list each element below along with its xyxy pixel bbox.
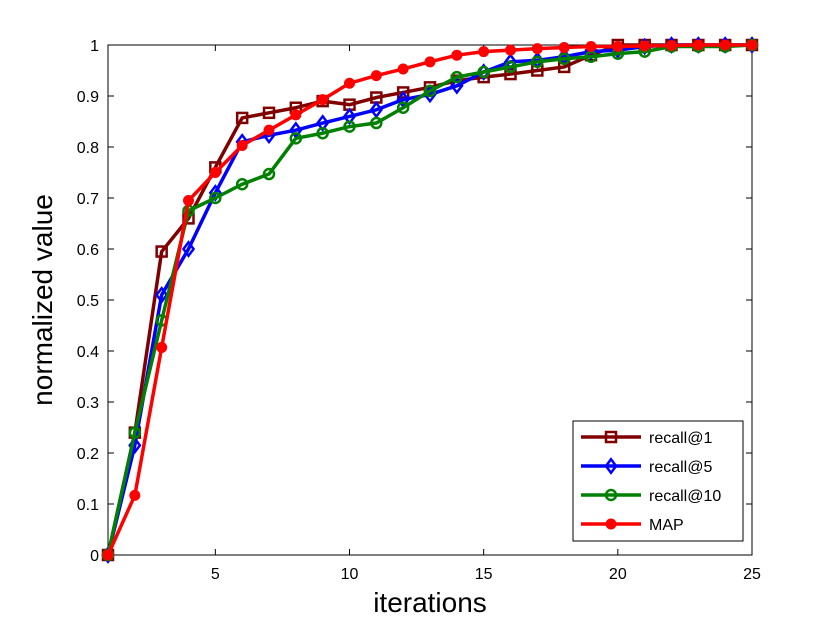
legend-label: MAP [649,517,684,534]
x-tick-label: 15 [475,566,493,583]
y-tick-label: 1 [90,38,99,55]
legend-item: MAP [581,517,684,534]
data-point [290,109,302,121]
data-point [450,70,464,84]
y-tick-label: 0.3 [77,395,99,412]
data-point [477,65,490,79]
data-point [235,111,249,125]
data-point [531,43,543,55]
y-axis-title: normalized value [27,194,58,406]
x-tick-label: 20 [609,566,627,583]
y-tick-label: 0 [90,548,99,565]
y-tick-label: 0.9 [77,89,99,106]
data-point [424,56,436,68]
data-point [262,167,276,181]
data-point [692,39,704,51]
data-point [370,70,382,82]
x-tick-label: 25 [743,566,761,583]
series-layer [101,36,759,564]
data-point [557,52,571,66]
data-point [183,195,194,207]
x-axis-title: iterations [373,587,487,618]
data-point [316,126,329,140]
data-point [209,191,222,205]
x-tick-label: 5 [211,566,220,583]
data-point [262,106,276,120]
legend-box [572,420,744,542]
data-point [370,116,383,130]
y-tick-label: 0.7 [77,191,99,208]
y-tick-label: 0.1 [77,497,99,514]
legend: recall@1 recall@5 recall@10 MAP [572,420,744,542]
data-point [129,489,141,501]
data-point [155,286,169,304]
data-point [209,167,221,178]
data-point [585,41,597,53]
data-point [605,518,617,530]
data-point [128,426,142,439]
data-point [505,44,516,56]
data-point [102,549,114,561]
y-tick-label: 0.2 [77,446,99,463]
data-point [451,49,463,61]
axis-ticks: 5 10 15 20 25 0 0.1 0.2 0.3 0.4 0.5 0.6 0.7 0.8 0.9 1 [77,38,761,583]
legend-label: recall@5 [649,459,712,476]
data-point [612,41,624,53]
data-point [289,132,303,145]
data-point [344,77,355,89]
y-tick-label: 0.5 [77,293,99,310]
data-point [343,120,356,133]
data-point [396,101,410,114]
data-point [746,39,758,51]
data-point [369,100,383,119]
data-point [263,124,275,136]
data-point [719,39,731,51]
series-map [102,39,758,561]
legend-label: recall@10 [649,488,721,505]
data-point [397,63,409,75]
data-point [450,76,464,95]
data-point [316,114,330,132]
legend-item: recall@10 [581,488,721,505]
data-point [666,40,677,52]
data-point [558,42,570,54]
data-point [423,84,437,98]
legend-item: recall@1 [581,430,712,447]
data-point [604,430,618,444]
data-point [156,341,168,353]
data-point [604,457,618,475]
data-point [235,177,249,191]
y-tick-label: 0.8 [77,140,99,157]
y-tick-label: 0.4 [77,344,99,361]
data-point [342,107,357,126]
data-point [396,86,410,99]
data-point [181,240,196,258]
legend-label: recall@1 [649,430,712,447]
data-point [531,55,544,69]
data-point [236,139,248,151]
data-point [317,94,329,106]
x-tick-label: 10 [341,566,359,583]
y-tick-label: 0.6 [77,242,99,259]
data-point [504,60,517,74]
data-point [639,40,651,52]
series-line-recall-10 [106,43,753,556]
data-point [478,46,490,58]
data-point [604,488,618,502]
legend-item: recall@5 [581,457,712,476]
data-point [155,245,168,258]
